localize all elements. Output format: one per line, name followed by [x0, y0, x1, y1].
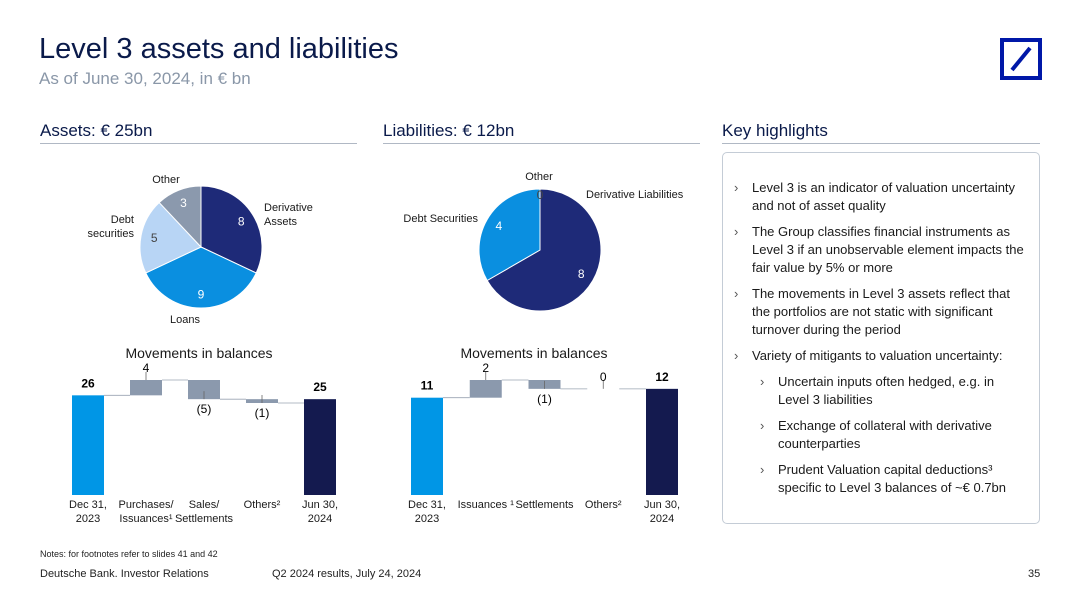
bar-label: 4	[143, 361, 150, 375]
section-heading: Key highlights	[722, 121, 828, 140]
bullet: Level 3 is an indicator of valuation unc…	[734, 179, 1025, 215]
bullet-text: The movements in Level 3 assets reflect …	[752, 286, 1010, 337]
rule	[722, 143, 1040, 144]
bar	[304, 399, 336, 495]
bar-label: 26	[81, 376, 95, 390]
category-label: Purchases/ Issuances¹	[118, 499, 174, 525]
chart-title: Movements in balances	[125, 345, 273, 361]
bar-label: (1)	[537, 392, 552, 406]
footnote: Notes: for footnotes refer to slides 41 …	[40, 549, 218, 559]
bullet-list: Level 3 is an indicator of valuation unc…	[723, 153, 1039, 497]
bar-label: 2	[482, 361, 489, 375]
slice-value: 8	[238, 215, 245, 229]
sub-bullet: Prudent Valuation capital deductions³ sp…	[760, 461, 1025, 497]
category-label: Sales/ Settlements	[174, 499, 234, 525]
bar	[72, 395, 104, 495]
slice-value: 4	[495, 219, 502, 233]
pie-slice	[478, 188, 541, 282]
slice-value: 9	[198, 288, 205, 302]
rule	[383, 143, 700, 144]
bar-label: 25	[313, 380, 327, 394]
bullet-text: The Group classifies financial instrumen…	[752, 224, 1024, 275]
bar-label: 12	[655, 370, 669, 384]
chart-title: Movements in balances	[460, 345, 608, 361]
sub-bullet: Uncertain inputs often hedged, e.g. in L…	[760, 373, 1025, 409]
bullet-text: Variety of mitigants to valuation uncert…	[752, 348, 1003, 363]
page-number: 35	[1028, 568, 1041, 580]
slice-label: Other	[152, 174, 180, 186]
bar-label: (5)	[197, 402, 212, 416]
slice-label: Loans	[170, 314, 200, 326]
bar	[646, 388, 678, 495]
sub-list: Uncertain inputs often hedged, e.g. in L…	[752, 365, 1025, 497]
slice-label: Debt securities	[87, 214, 134, 240]
pie-slice	[486, 188, 602, 312]
bullet: The movements in Level 3 assets reflect …	[734, 285, 1025, 339]
footer-event: Q2 2024 results, July 24, 2024	[272, 568, 422, 580]
pie-slice	[145, 246, 257, 309]
slice-value: 8	[578, 267, 585, 281]
rule	[40, 143, 357, 144]
slice-value: 0	[537, 188, 544, 202]
section-heading: Liabilities: € 12bn	[383, 121, 515, 140]
bar-label: 0	[600, 370, 607, 384]
bar-label: (1)	[255, 406, 270, 420]
logo-slash	[1010, 46, 1032, 72]
bar	[469, 380, 502, 398]
bullet-text: Level 3 is an indicator of valuation unc…	[752, 180, 1016, 213]
bar-label: 11	[421, 379, 434, 393]
bar	[130, 380, 162, 396]
category-label: Dec 31, 2023	[408, 499, 446, 525]
pie-slice	[158, 185, 202, 249]
category-label: Issuances ¹	[457, 499, 514, 511]
bar	[188, 380, 220, 400]
bullet: Variety of mitigants to valuation uncert…	[734, 347, 1025, 497]
category-label: Dec 31, 2023	[69, 499, 107, 525]
title: Level 3 assets and liabilities	[39, 33, 399, 65]
slice-label: Other	[525, 171, 553, 183]
pie-slice	[200, 185, 263, 274]
category-label: Others²	[584, 499, 622, 511]
category-label: Others²	[243, 499, 281, 511]
highlights-box: Level 3 is an indicator of valuation unc…	[722, 152, 1040, 524]
slice-label: Derivative Liabilities	[586, 189, 684, 201]
logo	[1000, 38, 1042, 80]
bar	[411, 397, 443, 495]
slice-value: 3	[180, 196, 187, 210]
subtitle: As of June 30, 2024, in € bn	[39, 69, 251, 88]
slice-label: Debt Securities	[403, 213, 478, 225]
footer-company: Deutsche Bank. Investor Relations	[40, 568, 209, 580]
pie-slice	[139, 201, 202, 274]
slice-value: 5	[151, 231, 158, 245]
sub-bullet: Exchange of collateral with derivative c…	[760, 417, 1025, 453]
slice-label: Derivative Assets	[264, 202, 313, 228]
bullet: The Group classifies financial instrumen…	[734, 223, 1025, 277]
category-label: Jun 30, 2024	[301, 499, 339, 525]
category-label: Settlements	[515, 499, 574, 511]
category-label: Jun 30, 2024	[643, 499, 681, 525]
section-heading: Assets: € 25bn	[40, 121, 153, 140]
